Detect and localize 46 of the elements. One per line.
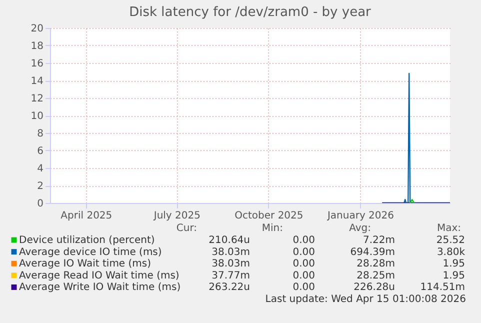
x-tick-label: January 2026: [326, 210, 394, 222]
text: 694.39m: [350, 246, 395, 258]
text: 0.00: [292, 246, 315, 258]
y-tick-label: 12: [30, 94, 44, 104]
x-tick-label: July 2025: [152, 210, 200, 222]
text: 226.28u: [354, 282, 395, 294]
y-tick-label: 18: [30, 41, 44, 52]
text: 37.77m: [212, 270, 250, 282]
y-tick-label: 6: [37, 146, 44, 157]
legend-label: Average device IO time (ms): [19, 246, 162, 258]
y-tick-label: 4: [37, 164, 44, 174]
y-tick-label: 14: [30, 76, 44, 87]
text: 1.95: [442, 270, 465, 282]
text: 7.22m: [362, 235, 395, 246]
y-tick-label: 16: [30, 58, 44, 70]
legend-label: Average Read IO Wait time (ms): [19, 270, 180, 282]
text: 263.22u: [208, 282, 250, 294]
legend-label: Device utilization (percent): [19, 235, 155, 246]
text: 28.28m: [356, 258, 395, 270]
text: 114.51m: [420, 282, 465, 294]
text: 0.00: [292, 270, 315, 282]
text: 0.00: [292, 258, 315, 270]
legend-label: Average IO Wait time (ms): [19, 258, 152, 270]
x-tick-label: April 2025: [60, 210, 112, 222]
legend-label: Average Write IO Wait time (ms): [19, 282, 181, 294]
y-tick-label: 8: [37, 128, 44, 140]
text: 0.00: [292, 282, 315, 294]
text: 1.95: [442, 258, 465, 270]
text: Min:: [262, 223, 283, 234]
text: 25.52: [436, 235, 465, 246]
text: 210.64u: [208, 235, 250, 246]
y-tick-label: 10: [30, 111, 44, 122]
text: 38.03m: [212, 246, 250, 258]
text: Avg:: [349, 223, 371, 234]
x-tick-label: October 2025: [234, 210, 304, 222]
text: Last update: Wed Apr 15 01:00:08 2026: [265, 294, 466, 305]
text: 28.25m: [356, 270, 395, 282]
y-tick-label: 20: [30, 24, 44, 34]
y-tick-label: 2: [37, 181, 44, 192]
text: 38.03m: [212, 258, 250, 270]
chart-title: Disk latency for /dev/zram0 - by year: [129, 5, 372, 20]
text: Cur:: [176, 223, 197, 234]
text: 3.80k: [436, 246, 466, 258]
y-tick-label: 0: [37, 198, 44, 210]
text: 0.00: [292, 235, 315, 246]
text: Max:: [436, 223, 461, 234]
